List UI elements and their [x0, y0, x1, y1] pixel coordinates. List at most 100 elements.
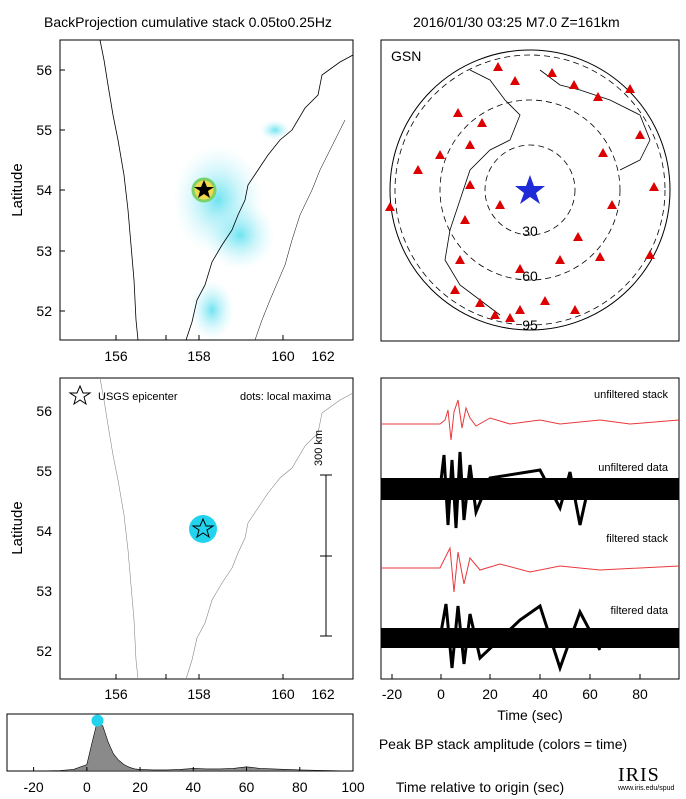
- trace-label-filtered-data: filtered data: [611, 605, 669, 617]
- maxima-y-tick-label: 55: [36, 463, 52, 479]
- amplitude-frame: [6, 713, 354, 772]
- station-triangle: [625, 84, 635, 93]
- station-triangle: [570, 305, 580, 314]
- trace-label-filtered-stack: filtered stack: [606, 533, 668, 545]
- energy-blob: [173, 145, 263, 255]
- station-triangles: [385, 62, 659, 322]
- traces-x-tick-label: 0: [437, 686, 445, 702]
- backprojection-title: BackProjection cumulative stack 0.05to0.…: [44, 14, 332, 30]
- amplitude-x-tick-label: -20: [23, 779, 43, 795]
- station-triangle: [465, 140, 475, 149]
- amplitude-x-tick-label: 20: [132, 779, 148, 795]
- amplitude-x-tick-label: 100: [341, 779, 365, 795]
- amplitude-x-tick-label: 40: [186, 779, 202, 795]
- kamchatka-coastline-east: [185, 54, 354, 341]
- kamchatka-coastline-east: [185, 392, 354, 680]
- station-triangle: [547, 68, 557, 77]
- legend-dots-label: dots: local maxima: [240, 391, 332, 403]
- map-x-tick-label: 156: [104, 348, 128, 364]
- station-triangle: [569, 80, 579, 89]
- map-y-tick-label: 53: [36, 243, 52, 259]
- traces-x-tick-label: 80: [632, 686, 648, 702]
- amplitude-x-tick-label: 60: [239, 779, 255, 795]
- station-triangle: [455, 255, 465, 264]
- map-frame: [59, 39, 354, 341]
- maxima-ylabel: Latitude: [9, 501, 26, 554]
- distance-ring-30: [484, 144, 576, 236]
- distance-label-30: 30: [522, 223, 538, 239]
- amplitude-area: [7, 720, 354, 772]
- station-triangle: [495, 200, 505, 209]
- station-triangle: [475, 298, 485, 307]
- local-maximum-dot: [189, 515, 217, 543]
- distance-ring-60: [439, 99, 621, 281]
- iris-logo: IRIS www.iris.edu/spud: [618, 765, 682, 795]
- coastline-detail: [254, 119, 346, 341]
- epicenter-star: [194, 180, 214, 198]
- station-triangle: [573, 232, 583, 241]
- unfiltered-data-band: [381, 478, 679, 500]
- maxima-x-tick-label: 156: [104, 686, 128, 702]
- trace-label-unfiltered-data: unfiltered data: [598, 462, 669, 474]
- station-triangle: [598, 148, 608, 157]
- globe-outline: [389, 49, 671, 331]
- station-triangle: [540, 296, 550, 305]
- station-triangle: [555, 255, 565, 264]
- event-info-title: 2016/01/30 03:25 M7.0 Z=161km: [413, 14, 620, 30]
- station-triangle: [607, 200, 617, 209]
- amplitude-x-ticks: -20 0 20 40 60 80 100: [23, 767, 365, 795]
- station-triangle: [490, 310, 500, 319]
- energy-blob: [205, 200, 275, 270]
- station-triangle: [649, 182, 659, 191]
- station-triangle: [450, 285, 460, 294]
- iris-logo-url: www.iris.edu/spud: [618, 785, 675, 792]
- map-y-tick-label: 52: [36, 303, 52, 319]
- map-y-tick-label: 55: [36, 122, 52, 138]
- continent-outline: [539, 69, 651, 171]
- globe-frame: [380, 39, 680, 342]
- distance-label-95: 95: [522, 317, 538, 333]
- iris-logo-text: IRIS: [618, 764, 660, 786]
- amplitude-xlabel: Time relative to origin (sec): [396, 779, 564, 795]
- maxima-x-ticks: [115, 674, 284, 679]
- distance-ring-95: [394, 54, 666, 326]
- station-triangle: [435, 150, 445, 159]
- traces-x-tick-label: 20: [482, 686, 498, 702]
- maxima-y-tick-label: 54: [36, 523, 52, 539]
- station-triangle: [477, 118, 487, 127]
- station-triangle: [515, 264, 525, 273]
- maxima-x-tick-label: 160: [271, 686, 295, 702]
- map-x-tick-label: 160: [271, 348, 295, 364]
- map-x-ticks: [115, 335, 284, 340]
- trace-label-unfiltered-stack: unfiltered stack: [594, 389, 668, 401]
- map-ylabel: Latitude: [9, 163, 26, 216]
- amplitude-peak-dot: [91, 714, 104, 727]
- amplitude-title: Peak BP stack amplitude (colors = time): [379, 736, 627, 752]
- map-x-tick-label: 158: [187, 348, 211, 364]
- maxima-frame: [59, 377, 354, 680]
- filtered-stack-trace: [381, 546, 680, 593]
- station-triangle: [453, 108, 463, 117]
- station-triangle: [635, 130, 645, 139]
- map-x-tick-label: 162: [311, 348, 335, 364]
- maxima-y-tick-label: 53: [36, 583, 52, 599]
- station-triangle: [460, 215, 470, 224]
- traces-x-ticks: [391, 674, 641, 679]
- kamchatka-coastline: [99, 39, 139, 341]
- maxima-y-tick-label: 56: [36, 403, 52, 419]
- maxima-x-tick-label: 162: [311, 686, 335, 702]
- source-star: [515, 175, 545, 204]
- station-triangle: [493, 62, 503, 71]
- station-triangle: [510, 76, 520, 85]
- unfiltered-data-burst: [438, 451, 592, 529]
- amplitude-x-tick-label: 80: [292, 779, 308, 795]
- unfiltered-stack-trace: [381, 399, 680, 441]
- scale-bar-label: 300 km: [313, 430, 325, 466]
- epicenter-star: [191, 517, 215, 539]
- station-triangle: [645, 250, 655, 259]
- legend-star-icon: [68, 384, 92, 406]
- maxima-x-tick-label: 158: [187, 686, 211, 702]
